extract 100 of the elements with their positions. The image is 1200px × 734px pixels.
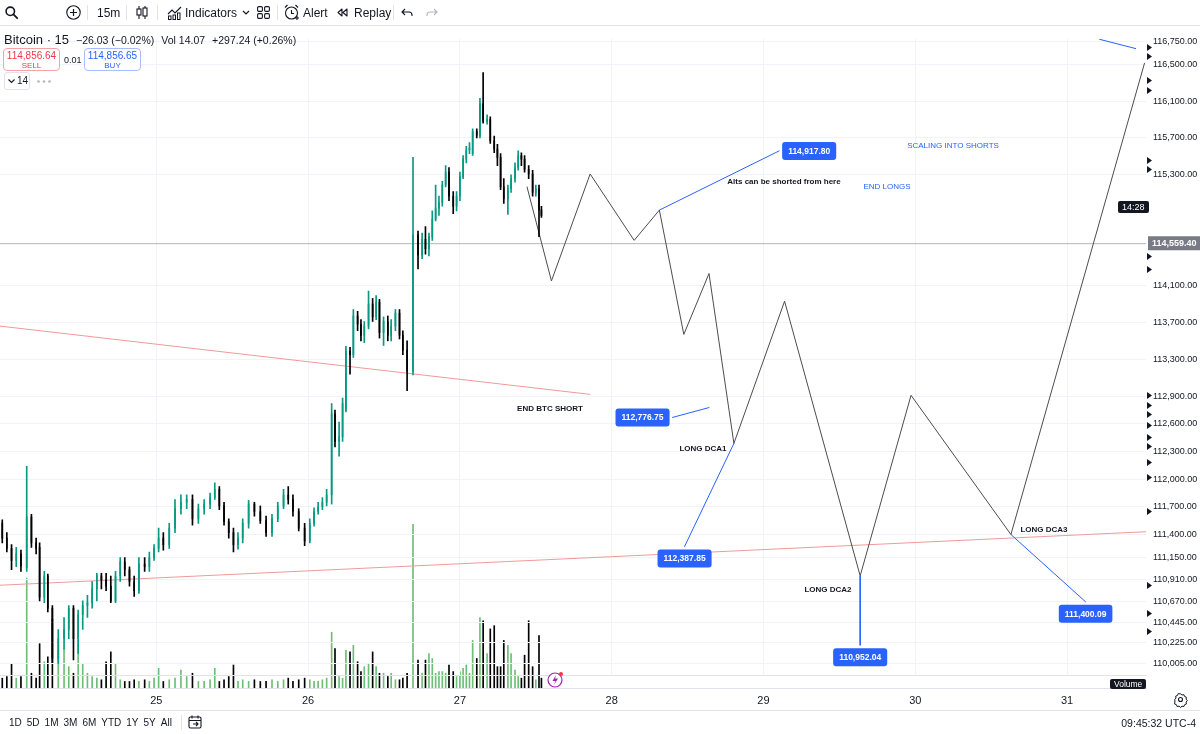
annotation: BUY xyxy=(103,61,122,70)
candlestick xyxy=(223,501,225,526)
candlestick xyxy=(105,572,107,592)
candlestick xyxy=(91,581,93,609)
y-tick-label: 112,000.00 xyxy=(1153,473,1198,484)
candlestick xyxy=(180,494,182,515)
candlestick xyxy=(534,184,537,197)
candlestick xyxy=(81,600,84,630)
candlestick xyxy=(259,505,262,524)
text: 6M xyxy=(82,717,97,729)
x-tick-label: 31 xyxy=(1060,693,1074,706)
candlestick xyxy=(185,494,188,510)
candlestick xyxy=(25,465,28,572)
candlestick xyxy=(174,499,176,533)
candlestick xyxy=(227,518,230,539)
annotation: END BTC SHORT xyxy=(517,404,583,414)
annotation: 114,856.64 xyxy=(5,50,58,61)
chart-title: Bitcoin · 15 xyxy=(4,32,70,47)
candlestick xyxy=(493,135,496,154)
text: 1M xyxy=(44,717,59,729)
candlestick xyxy=(334,409,336,448)
candlestick xyxy=(345,346,347,413)
annotation: LONG DCA3 xyxy=(1020,525,1068,535)
candlestick xyxy=(20,549,22,572)
annotation: LONG DCA1 xyxy=(679,444,727,454)
candlestick xyxy=(241,518,244,544)
candlestick xyxy=(109,575,112,604)
candlestick xyxy=(448,167,450,202)
candlestick xyxy=(538,184,540,237)
candlestick xyxy=(67,605,70,640)
annotation: Vol 14.07 xyxy=(161,34,206,46)
x-tick-label: 27 xyxy=(453,693,467,706)
text: 3M xyxy=(63,717,78,729)
y-tick-label: 111,700.00 xyxy=(1153,501,1197,512)
text: 5D xyxy=(26,717,40,729)
annotation: 112,776.75 xyxy=(621,412,664,423)
candlestick xyxy=(308,518,311,544)
text: 5Y xyxy=(143,717,156,729)
candlestick xyxy=(475,128,478,139)
annotation: END LONGS xyxy=(863,182,911,192)
text: 09:45:32 UTC-4 xyxy=(1121,717,1196,729)
candlestick xyxy=(153,544,155,561)
candlestick xyxy=(35,537,37,555)
y-tick-label: 116,500.00 xyxy=(1153,58,1198,69)
candlestick xyxy=(237,532,239,550)
candlestick xyxy=(317,501,319,515)
y-tick-label: 112,300.00 xyxy=(1153,446,1198,456)
candlestick xyxy=(363,321,366,344)
annotation: 110,952.04 xyxy=(839,652,882,663)
candlestick xyxy=(390,319,392,342)
annotation: 14:28 xyxy=(1118,201,1149,213)
text: Replay xyxy=(354,6,392,20)
ref-line-label: 114,559.40 xyxy=(1152,238,1197,249)
y-tick-label: 111,400.00 xyxy=(1153,529,1197,539)
annotation: 112,387.85 xyxy=(663,553,706,564)
candlestick xyxy=(213,482,216,500)
candlestick xyxy=(452,191,455,214)
candlestick xyxy=(375,295,377,320)
y-tick-label: 114,100.00 xyxy=(1153,280,1198,291)
y-tick-label: 116,750.00 xyxy=(1153,35,1198,46)
candlestick xyxy=(349,346,351,375)
sell-button: 114,856.64 SELL xyxy=(3,48,60,71)
candlestick xyxy=(486,114,488,125)
y-tick-label: 115,300.00 xyxy=(1153,169,1198,180)
text: YTD xyxy=(101,717,122,729)
candlestick xyxy=(46,573,49,613)
candlestick xyxy=(502,178,505,204)
annotation: 114,856.65 xyxy=(86,50,139,61)
candlestick xyxy=(6,532,8,553)
x-tick-label: 29 xyxy=(757,693,770,706)
candlestick xyxy=(138,557,140,594)
candlestick xyxy=(297,508,300,532)
candlestick xyxy=(133,575,136,597)
candlestick xyxy=(1,519,4,544)
candlestick xyxy=(168,523,171,549)
candlestick xyxy=(402,330,404,356)
annotation: −26.03 (−0.02%) xyxy=(76,34,155,46)
annotation: 14 xyxy=(17,75,29,87)
annotation: 111,400.09 xyxy=(1064,608,1107,619)
candlestick xyxy=(276,501,279,522)
text: 1D xyxy=(9,717,22,729)
candlestick xyxy=(271,513,273,537)
y-tick-label: 113,700.00 xyxy=(1153,316,1198,327)
candlestick xyxy=(338,421,340,457)
candlestick xyxy=(43,571,46,604)
y-tick-label: 112,600.00 xyxy=(1153,418,1198,429)
candlestick xyxy=(292,494,294,517)
candlestick xyxy=(421,232,423,260)
x-tick-label: 25 xyxy=(150,693,163,706)
text: 1Y xyxy=(126,717,139,729)
annotation: SELL xyxy=(20,61,43,70)
text: All xyxy=(160,717,172,729)
candlestick xyxy=(15,547,18,568)
annotation: SCALING INTO SHORTS xyxy=(907,141,999,151)
y-tick-label: 110,670.00 xyxy=(1153,596,1198,607)
candlestick xyxy=(123,557,126,577)
x-tick-label: 28 xyxy=(605,693,618,706)
annotation: Alts can be shorted from here xyxy=(727,177,841,187)
y-tick-label: 112,900.00 xyxy=(1153,390,1198,401)
x-tick-label: 26 xyxy=(302,693,315,706)
